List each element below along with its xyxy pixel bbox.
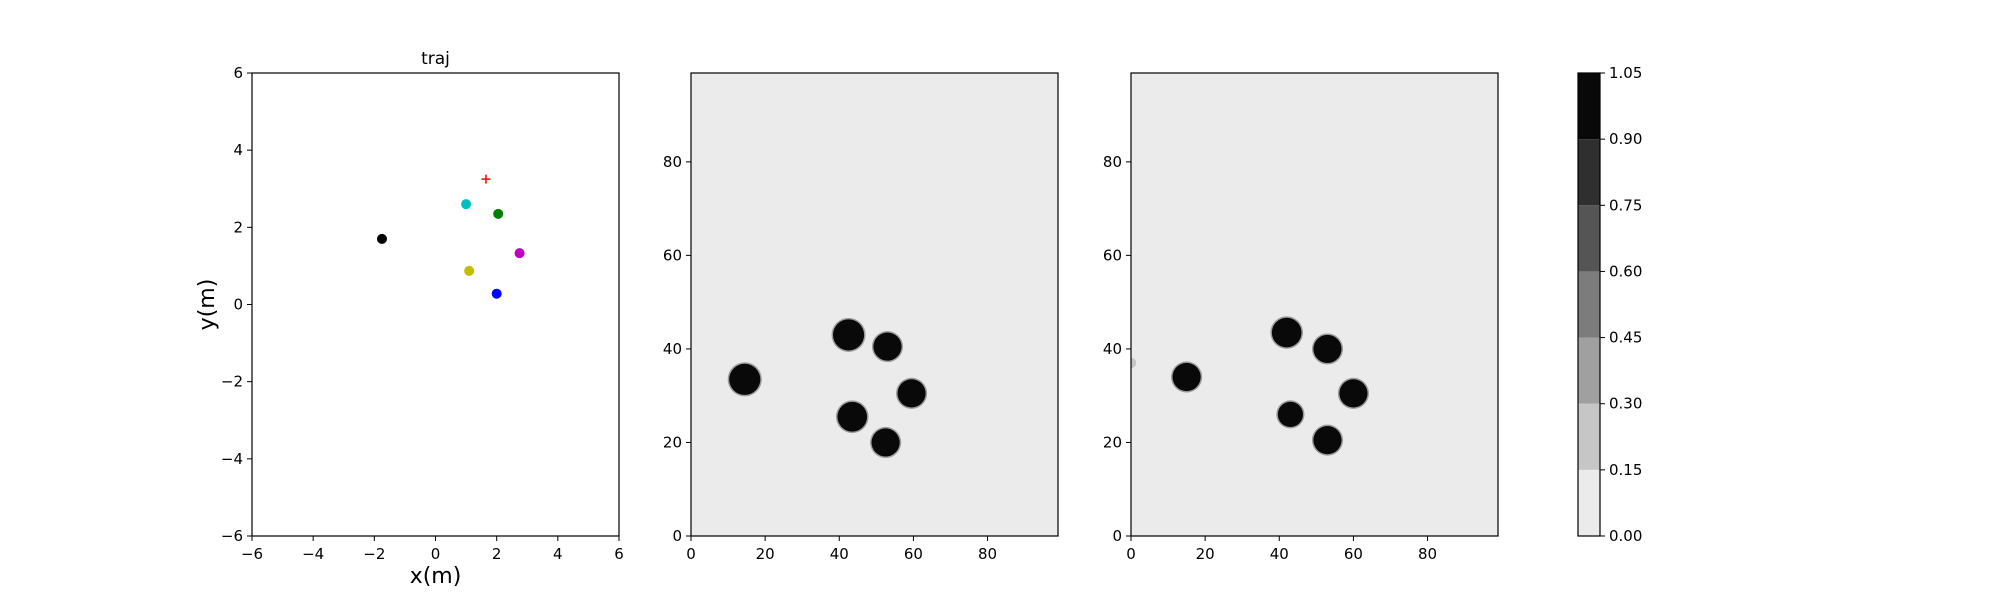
map2-obstacle	[1271, 317, 1302, 348]
colorbar-tick-label: 0.75	[1609, 196, 1642, 214]
y-axis-label: y(m)	[195, 279, 220, 331]
traj-ytick-label: 2	[233, 218, 243, 236]
colorbar-tick-label: 0.45	[1609, 329, 1642, 347]
map1-ytick-label: 0	[672, 527, 682, 545]
agent-point	[376, 233, 387, 244]
map2-xtick-label: 80	[1418, 545, 1437, 563]
agent-point	[491, 288, 502, 299]
traj-ytick-label: 4	[233, 141, 243, 159]
agent-point	[514, 248, 525, 259]
colorbar-band	[1578, 205, 1600, 272]
traj-ytick-label: −2	[221, 373, 243, 391]
traj-xtick-label: 0	[431, 545, 441, 563]
map2-background	[1131, 73, 1498, 536]
map1-obstacle	[729, 363, 761, 395]
map2-ytick-label: 80	[1103, 153, 1122, 171]
map2-ytick-label: 40	[1103, 340, 1122, 358]
map2-ytick-label: 20	[1103, 433, 1122, 451]
colorbar-band	[1578, 403, 1600, 470]
traj-plot-area	[252, 73, 619, 536]
colorbar-tick-label: 0.00	[1609, 527, 1642, 545]
goal-marker	[481, 174, 491, 184]
traj-ytick-label: 6	[233, 64, 243, 82]
traj-ytick-label: −6	[221, 527, 243, 545]
colorbar-band	[1578, 139, 1600, 206]
map2-obstacle	[1131, 357, 1137, 369]
traj-xtick-label: 4	[553, 545, 563, 563]
occupancy-map-panel-2: 0 20 40 60 80 0 20 40 60 80	[1103, 72, 1499, 563]
map1-obstacle	[832, 319, 865, 351]
traj-xtick-label: −6	[241, 545, 263, 563]
map2-obstacle	[1339, 379, 1368, 408]
traj-ytick-label: 0	[233, 296, 243, 314]
map2-ytick-label: 60	[1103, 246, 1122, 264]
map2-obstacle	[1313, 334, 1342, 364]
chart-title: traj	[421, 49, 450, 69]
colorbar-tick-label: 0.15	[1609, 461, 1642, 479]
map2-obstacle	[1172, 362, 1201, 392]
map2-obstacles	[1131, 316, 1370, 456]
agent-point	[461, 199, 472, 210]
traj-xtick-label: −4	[302, 545, 324, 563]
agent-point	[464, 265, 475, 276]
map1-background	[691, 73, 1058, 536]
traj-xtick-label: −2	[363, 545, 385, 563]
colorbar-tick-label: 0.90	[1609, 130, 1642, 148]
traj-xtick-label: 2	[492, 545, 502, 563]
map2-xtick-label: 0	[1126, 545, 1136, 563]
colorbar-panel: 0.00 0.15 0.30 0.45 0.60 0.75 0.90 1.05	[1577, 64, 1642, 545]
colorbar-band	[1578, 271, 1600, 338]
map1-frame	[690, 72, 1059, 537]
map1-obstacles	[727, 317, 928, 459]
map1-xtick-label: 80	[978, 545, 997, 563]
occupancy-map-panel-1: 0 20 40 60 80 0 20 40 60 80	[663, 72, 1059, 563]
colorbar-frame	[1577, 72, 1601, 537]
map1-obstacle	[873, 332, 902, 361]
map1-obstacle	[897, 379, 926, 408]
map2-xtick-label: 40	[1270, 545, 1289, 563]
map1-obstacle	[871, 428, 900, 457]
map2-obstacle	[1277, 401, 1304, 428]
map2-ytick-label: 0	[1112, 527, 1122, 545]
colorbar-band	[1578, 337, 1600, 404]
colorbar-tick-label: 1.05	[1609, 64, 1642, 82]
map1-ytick-label: 80	[663, 153, 682, 171]
colorbar-band	[1578, 73, 1600, 140]
map1-ytick-label: 60	[663, 246, 682, 264]
map2-obstacle	[1313, 426, 1342, 455]
map1-xtick-label: 0	[686, 545, 696, 563]
map1-ytick-label: 40	[663, 340, 682, 358]
map1-obstacle	[837, 401, 868, 432]
map1-xtick-label: 40	[830, 545, 849, 563]
traj-ytick-label: −4	[221, 450, 243, 468]
map1-ytick-label: 20	[663, 433, 682, 451]
map1-xtick-label: 20	[756, 545, 775, 563]
colorbar-tick-label: 0.30	[1609, 395, 1642, 413]
trajectory-panel: −6 −4 −2 0 2 4 6 −6 −4 −2 0 2 4 6 traj x(m) y(m)	[195, 49, 624, 589]
x-axis-label: x(m)	[410, 564, 462, 589]
map2-frame	[1130, 72, 1499, 537]
map2-xtick-label: 60	[1344, 545, 1363, 563]
traj-xtick-label: 6	[614, 545, 624, 563]
colorbar-band	[1578, 469, 1600, 536]
map1-xtick-label: 60	[904, 545, 923, 563]
map2-xtick-label: 20	[1196, 545, 1215, 563]
agent-point	[493, 208, 504, 219]
colorbar-tick-label: 0.60	[1609, 262, 1642, 280]
